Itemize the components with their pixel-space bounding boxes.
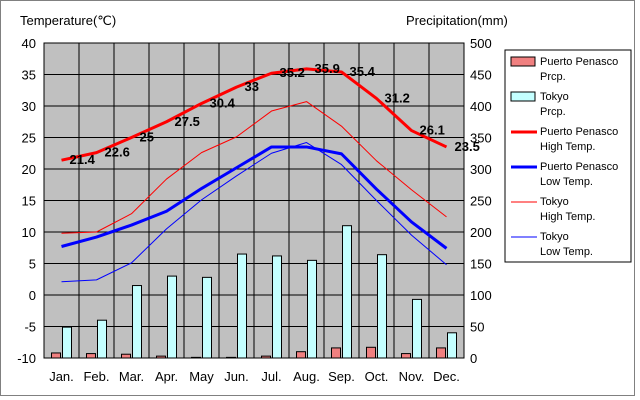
high-temp-data-label: 27.5 — [175, 114, 200, 129]
precipitation-bar — [401, 353, 411, 359]
legend-label: Tokyo — [540, 231, 569, 243]
category-label: Nov. — [399, 369, 425, 384]
right-axis-title: Precipitation(mm) — [406, 13, 508, 28]
category-label: Oct. — [365, 369, 389, 384]
legend-label: Puerto Penasco — [540, 161, 618, 173]
left-tick-label: 30 — [22, 99, 36, 114]
data-labels: 21.4 22.6 25 27.5 30.4 33 35.2 35.9 35.4 31.2 26.1… — [70, 61, 480, 167]
legend-label: Prcp. — [540, 71, 566, 83]
left-tick-label: 10 — [22, 225, 36, 240]
left-tick-label: 20 — [22, 162, 36, 177]
precipitation-bar — [156, 355, 166, 359]
precipitation-bar — [331, 347, 341, 359]
legend-label: Tokyo — [540, 196, 569, 208]
right-tick-label: 200 — [470, 225, 492, 240]
precipitation-bar — [237, 253, 247, 359]
category-label: Apr. — [155, 369, 178, 384]
legend-box — [504, 49, 632, 263]
precipitation-bar — [412, 298, 422, 359]
temperature-lines — [61, 67, 448, 283]
precipitation-bar — [447, 332, 457, 359]
category-label: Dec. — [433, 369, 460, 384]
right-tick-label: 100 — [470, 288, 492, 303]
high-temp-data-label: 30.4 — [210, 95, 236, 110]
legend-label: High Temp. — [540, 211, 595, 223]
left-tick-label: -10 — [17, 351, 36, 366]
legend-swatch-bar — [510, 56, 536, 67]
category-label: Jan. — [49, 369, 74, 384]
left-tick-label: 15 — [22, 194, 36, 209]
left-axis-title: Temperature(℃) — [20, 13, 116, 28]
precipitation-bar — [307, 259, 317, 359]
category-label: Feb. — [83, 369, 109, 384]
category-label: Jun. — [224, 369, 249, 384]
right-tick-label: 50 — [470, 320, 484, 335]
precipitation-bar — [226, 356, 236, 359]
legend-label: High Temp. — [540, 141, 595, 153]
right-tick-label: 450 — [470, 68, 492, 83]
legend-label: Puerto Penasco — [540, 126, 618, 138]
high-temp-data-label: 25 — [140, 130, 154, 145]
precipitation-bar — [377, 254, 387, 359]
high-temp-data-label: 21.4 — [70, 152, 96, 167]
high-temp-data-label: 26.1 — [420, 123, 445, 138]
precipitation-bar — [366, 346, 376, 359]
category-label: Mar. — [119, 369, 144, 384]
axes: -10-505101520253035400501001502002503003… — [17, 36, 492, 384]
high-temp-data-label: 35.9 — [315, 61, 340, 76]
right-tick-label: 250 — [470, 194, 492, 209]
legend-label: Prcp. — [540, 106, 566, 118]
precipitation-bar — [191, 356, 201, 359]
right-tick-label: 350 — [470, 131, 492, 146]
precipitation-bar — [342, 225, 352, 359]
precipitation-bar — [132, 285, 142, 359]
precipitation-bar — [97, 319, 107, 359]
precipitation-bar — [261, 355, 271, 359]
high-temp-data-label: 35.2 — [280, 65, 305, 80]
high-temp-data-label: 33 — [245, 79, 259, 94]
legend-label: Puerto Penasco — [540, 56, 618, 68]
precipitation-bar — [62, 326, 72, 359]
temperature-line — [61, 142, 447, 283]
high-temp-data-label: 23.5 — [455, 139, 480, 154]
right-tick-label: 150 — [470, 257, 492, 272]
left-tick-label: 5 — [29, 257, 36, 272]
category-label: Jul. — [261, 369, 281, 384]
precipitation-bar — [272, 255, 282, 359]
left-tick-label: -5 — [24, 320, 36, 335]
precipitation-bars — [51, 225, 457, 359]
precipitation-bar — [121, 353, 131, 359]
temperature-line — [61, 101, 447, 234]
temperature-line — [61, 145, 448, 250]
temperature-line — [61, 67, 448, 162]
legend-label: Tokyo — [540, 91, 569, 103]
high-temp-data-label: 31.2 — [385, 90, 410, 105]
precipitation-bar — [202, 276, 212, 359]
precipitation-bar — [51, 352, 61, 359]
legend-swatch-bar — [510, 91, 536, 102]
left-tick-label: 35 — [22, 68, 36, 83]
right-tick-label: 500 — [470, 36, 492, 51]
precipitation-bar — [296, 351, 306, 359]
precipitation-bar — [86, 353, 96, 359]
category-label: Aug. — [293, 369, 320, 384]
category-label: Sep. — [328, 369, 355, 384]
high-temp-data-label: 35.4 — [350, 64, 376, 79]
high-temp-data-label: 22.6 — [105, 145, 130, 160]
left-tick-label: 25 — [22, 131, 36, 146]
legend: Puerto Penasco Prcp. Tokyo Prcp. Puerto Pena… — [504, 49, 632, 263]
precipitation-bar — [167, 275, 177, 359]
legend-label: Low Temp. — [540, 246, 593, 258]
precipitation-bar — [436, 347, 446, 359]
category-label: May — [189, 369, 214, 384]
left-tick-label: 0 — [29, 288, 36, 303]
right-tick-label: 300 — [470, 162, 492, 177]
right-tick-label: 0 — [470, 351, 477, 366]
legend-label: Low Temp. — [540, 176, 593, 188]
left-tick-label: 40 — [22, 36, 36, 51]
right-tick-label: 400 — [470, 99, 492, 114]
